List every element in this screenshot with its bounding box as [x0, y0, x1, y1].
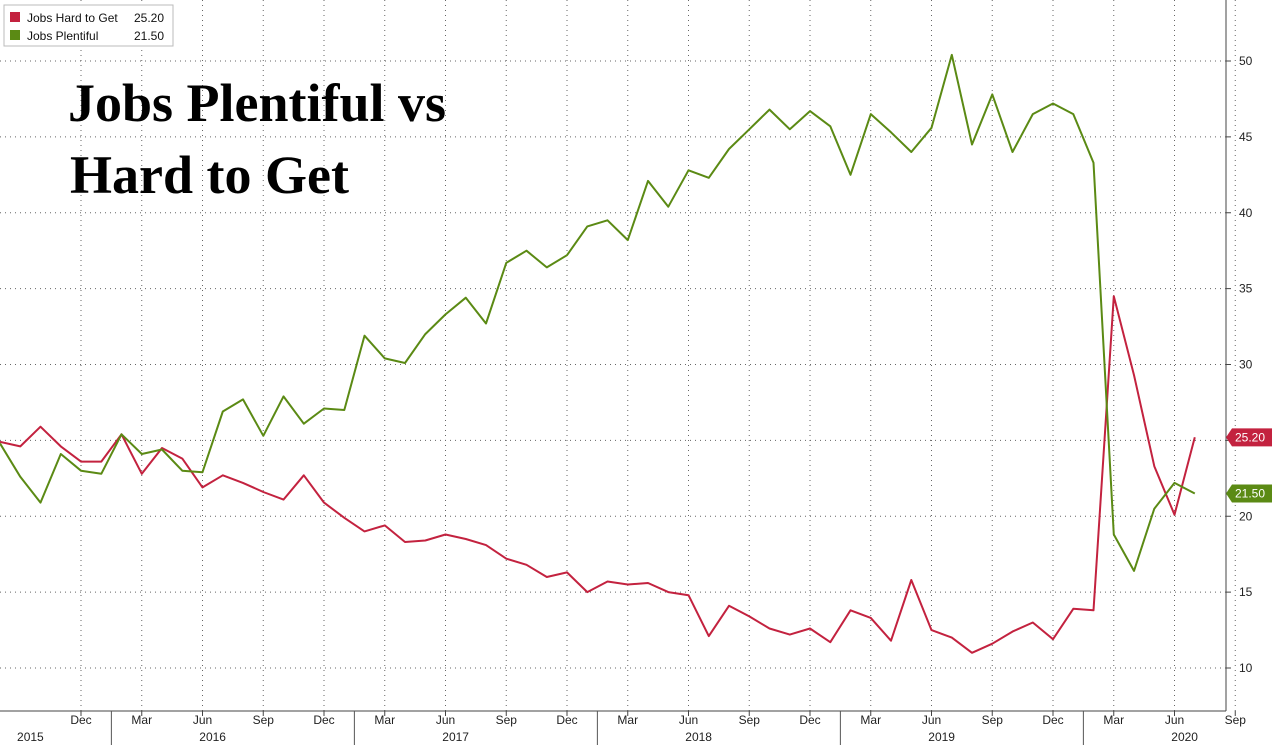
x-tick-label: Sep — [982, 713, 1004, 727]
y-tick-label: 35 — [1239, 282, 1253, 296]
x-tick-label: Mar — [617, 713, 638, 727]
year-label: 2015 — [17, 730, 44, 744]
year-label: 2016 — [199, 730, 226, 744]
y-tick-label: 40 — [1239, 206, 1253, 220]
last-value-label: 21.50 — [1235, 486, 1265, 500]
series-line-plentiful — [0, 53, 1196, 572]
x-tick-label: Jun — [1165, 713, 1184, 727]
x-tick-label: Mar — [860, 713, 881, 727]
last-value-tags: 25.20 21.50 — [1226, 428, 1272, 503]
year-label: 2018 — [685, 730, 712, 744]
series-lines — [0, 53, 1196, 654]
x-tick-label: Sep — [1225, 713, 1247, 727]
x-tick-label: Dec — [556, 713, 577, 727]
year-label: 2017 — [442, 730, 469, 744]
x-tick-label: Mar — [131, 713, 152, 727]
x-tick-label: Dec — [799, 713, 820, 727]
legend-swatch-plentiful — [10, 30, 20, 40]
y-tick-label: 30 — [1239, 358, 1253, 372]
plot-area — [0, 0, 1226, 711]
year-label: 2019 — [928, 730, 955, 744]
x-tick-label: Jun — [436, 713, 455, 727]
x-axis: Dec Mar Jun Sep Dec Mar Jun Sep Dec Mar Jun Sep Dec M… — [0, 710, 1247, 745]
legend-label-plentiful: Jobs Plentiful — [27, 29, 98, 43]
x-tick-label: Mar — [1103, 713, 1124, 727]
chart-title-line-1: Jobs Plentiful vs — [68, 73, 446, 133]
legend: Jobs Hard to Get 25.20 Jobs Plentiful 21… — [3, 4, 174, 47]
x-tick-label: Sep — [253, 713, 275, 727]
x-tick-label: Dec — [313, 713, 334, 727]
chart-title-line-2: Hard to Get — [70, 145, 349, 205]
legend-value-hard: 25.20 — [134, 11, 164, 25]
legend-swatch-hard — [10, 12, 20, 22]
grid — [0, 0, 1236, 711]
legend-box — [3, 4, 174, 47]
x-tick-label: Sep — [496, 713, 518, 727]
x-tick-label: Jun — [679, 713, 698, 727]
x-tick-label: Jun — [193, 713, 212, 727]
x-tick-label: Dec — [1042, 713, 1063, 727]
y-axis: 101520253035404550 — [1225, 0, 1253, 711]
y-tick-label: 10 — [1239, 661, 1253, 675]
x-tick-label: Sep — [739, 713, 761, 727]
last-value-tag — [1226, 428, 1272, 447]
y-tick-label: 50 — [1239, 54, 1253, 68]
y-tick-label: 15 — [1239, 585, 1253, 599]
y-tick-label: 20 — [1239, 509, 1253, 523]
last-value-label: 25.20 — [1235, 430, 1265, 444]
x-tick-label: Mar — [374, 713, 395, 727]
legend-value-plentiful: 21.50 — [134, 29, 164, 43]
chart-title: Jobs Plentiful vs Hard to Get — [68, 73, 446, 205]
year-label: 2020 — [1171, 730, 1198, 744]
x-tick-label: Jun — [922, 713, 941, 727]
legend-label-hard: Jobs Hard to Get — [27, 11, 118, 25]
x-tick-label: Dec — [70, 713, 91, 727]
y-tick-label: 45 — [1239, 130, 1253, 144]
last-value-tag — [1226, 484, 1272, 503]
series-line-hard-to-get — [0, 295, 1196, 654]
